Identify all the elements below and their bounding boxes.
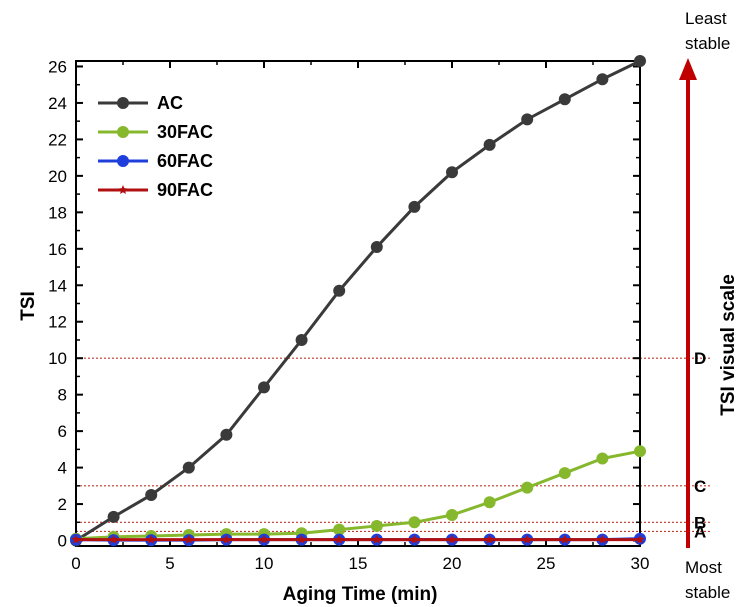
data-point-30fac [634, 445, 646, 458]
data-point-ac [596, 73, 609, 86]
y-tick-label: 6 [58, 422, 67, 441]
data-point-90fac [447, 534, 457, 544]
y-tick-label: 4 [58, 459, 67, 478]
data-point-ac [145, 488, 158, 501]
data-point-ac [634, 55, 646, 67]
series-group [70, 55, 646, 547]
y-tick-label: 18 [48, 203, 67, 222]
legend-item-60fac: 60FAC [98, 151, 213, 171]
data-point-90fac [522, 534, 532, 544]
data-point-90fac [221, 534, 232, 544]
scale-arrow-head [679, 58, 697, 80]
reference-lines-group: ABC D [76, 349, 712, 541]
x-tick-label: 0 [71, 554, 80, 573]
data-point-ac [446, 166, 458, 179]
data-point-ac [558, 93, 571, 106]
data-point-30fac [596, 452, 609, 465]
data-point-90fac [560, 534, 570, 544]
y-tick-label: 2 [58, 495, 67, 514]
data-point-90fac [71, 534, 81, 544]
data-point-90fac [146, 534, 156, 544]
legend-marker-60fac [117, 155, 129, 167]
y-tick-label: 26 [48, 57, 67, 76]
x-axis-title: Aging Time (min) [283, 584, 438, 605]
legend-label-90fac: 90FAC [157, 180, 213, 200]
scale-letter-a: A [694, 522, 706, 541]
data-point-30fac [558, 467, 571, 480]
scale-bottom-label-line1: Most [685, 558, 722, 577]
data-point-30fac [521, 481, 534, 494]
y-tick-label: 24 [48, 94, 67, 113]
data-point-90fac [296, 534, 307, 544]
scale-letter-b: B [694, 513, 706, 532]
x-tick-label: 20 [443, 554, 462, 573]
data-point-30fac [483, 496, 496, 509]
legend-label-30fac: 30FAC [157, 122, 213, 142]
scale-title: TSI visual scale [718, 274, 739, 416]
data-point-90fac [372, 534, 382, 544]
data-point-30fac [333, 523, 346, 536]
data-point-90fac [184, 534, 194, 544]
x-tick-label: 30 [631, 554, 650, 573]
x-tick-label: 10 [255, 554, 274, 573]
scale-letter-d: D [694, 349, 706, 368]
legend-label-ac: AC [157, 93, 183, 113]
y-tick-label: 10 [48, 349, 67, 368]
legend-label-60fac: 60FAC [157, 151, 213, 171]
y-tick-label: 16 [48, 240, 67, 259]
data-point-ac [521, 113, 534, 126]
data-point-ac [107, 510, 120, 523]
data-point-90fac [334, 534, 344, 544]
data-point-ac [408, 200, 421, 213]
x-tick-label: 15 [349, 554, 368, 573]
data-point-90fac [108, 534, 119, 544]
data-point-30fac [446, 509, 458, 522]
legend-marker-90fac [118, 185, 128, 195]
scale-bottom-label-line2: stable [685, 583, 730, 602]
series-line-ac [75, 59, 641, 542]
y-tick-label: 20 [48, 167, 67, 186]
x-tick-label: 5 [165, 554, 174, 573]
scale-top-label-line2: stable [685, 34, 730, 53]
data-point-ac [295, 333, 308, 346]
data-point-ac [258, 381, 270, 394]
legend-marker-ac [117, 97, 129, 109]
legend-marker-30fac [117, 126, 129, 138]
data-point-ac [182, 461, 195, 474]
y-tick-label: 8 [58, 386, 67, 405]
data-point-90fac [259, 534, 269, 544]
series-ac [70, 55, 646, 547]
legend-item-90fac: 90FAC [98, 180, 213, 200]
data-point-ac [370, 240, 383, 253]
data-point-ac [333, 284, 346, 297]
y-tick-label: 14 [48, 276, 67, 295]
data-point-90fac [635, 534, 645, 544]
legend-item-30fac: 30FAC [98, 122, 213, 142]
legend: AC 30FAC 60FAC 90FAC [98, 93, 213, 200]
y-tick-label: 0 [58, 532, 67, 551]
data-point-ac [483, 138, 496, 151]
x-tick-label: 25 [537, 554, 556, 573]
data-point-90fac [484, 534, 495, 544]
legend-item-ac: AC [98, 93, 183, 113]
data-point-ac [220, 428, 233, 441]
series-90fac [71, 534, 645, 544]
series-line-30fac [75, 449, 641, 541]
scale-letter-c: C [694, 477, 706, 496]
y-tick-label: 22 [48, 130, 67, 149]
data-point-30fac [370, 519, 383, 532]
data-point-30fac [408, 516, 421, 529]
scale-top-label-line1: Least [685, 9, 727, 28]
data-point-90fac [409, 534, 420, 544]
scale-group: Least stable Most stable TSI visual scal… [679, 9, 739, 602]
y-tick-label: 12 [48, 313, 67, 332]
data-point-90fac [597, 534, 608, 544]
y-axis-title: TSI [18, 291, 39, 321]
